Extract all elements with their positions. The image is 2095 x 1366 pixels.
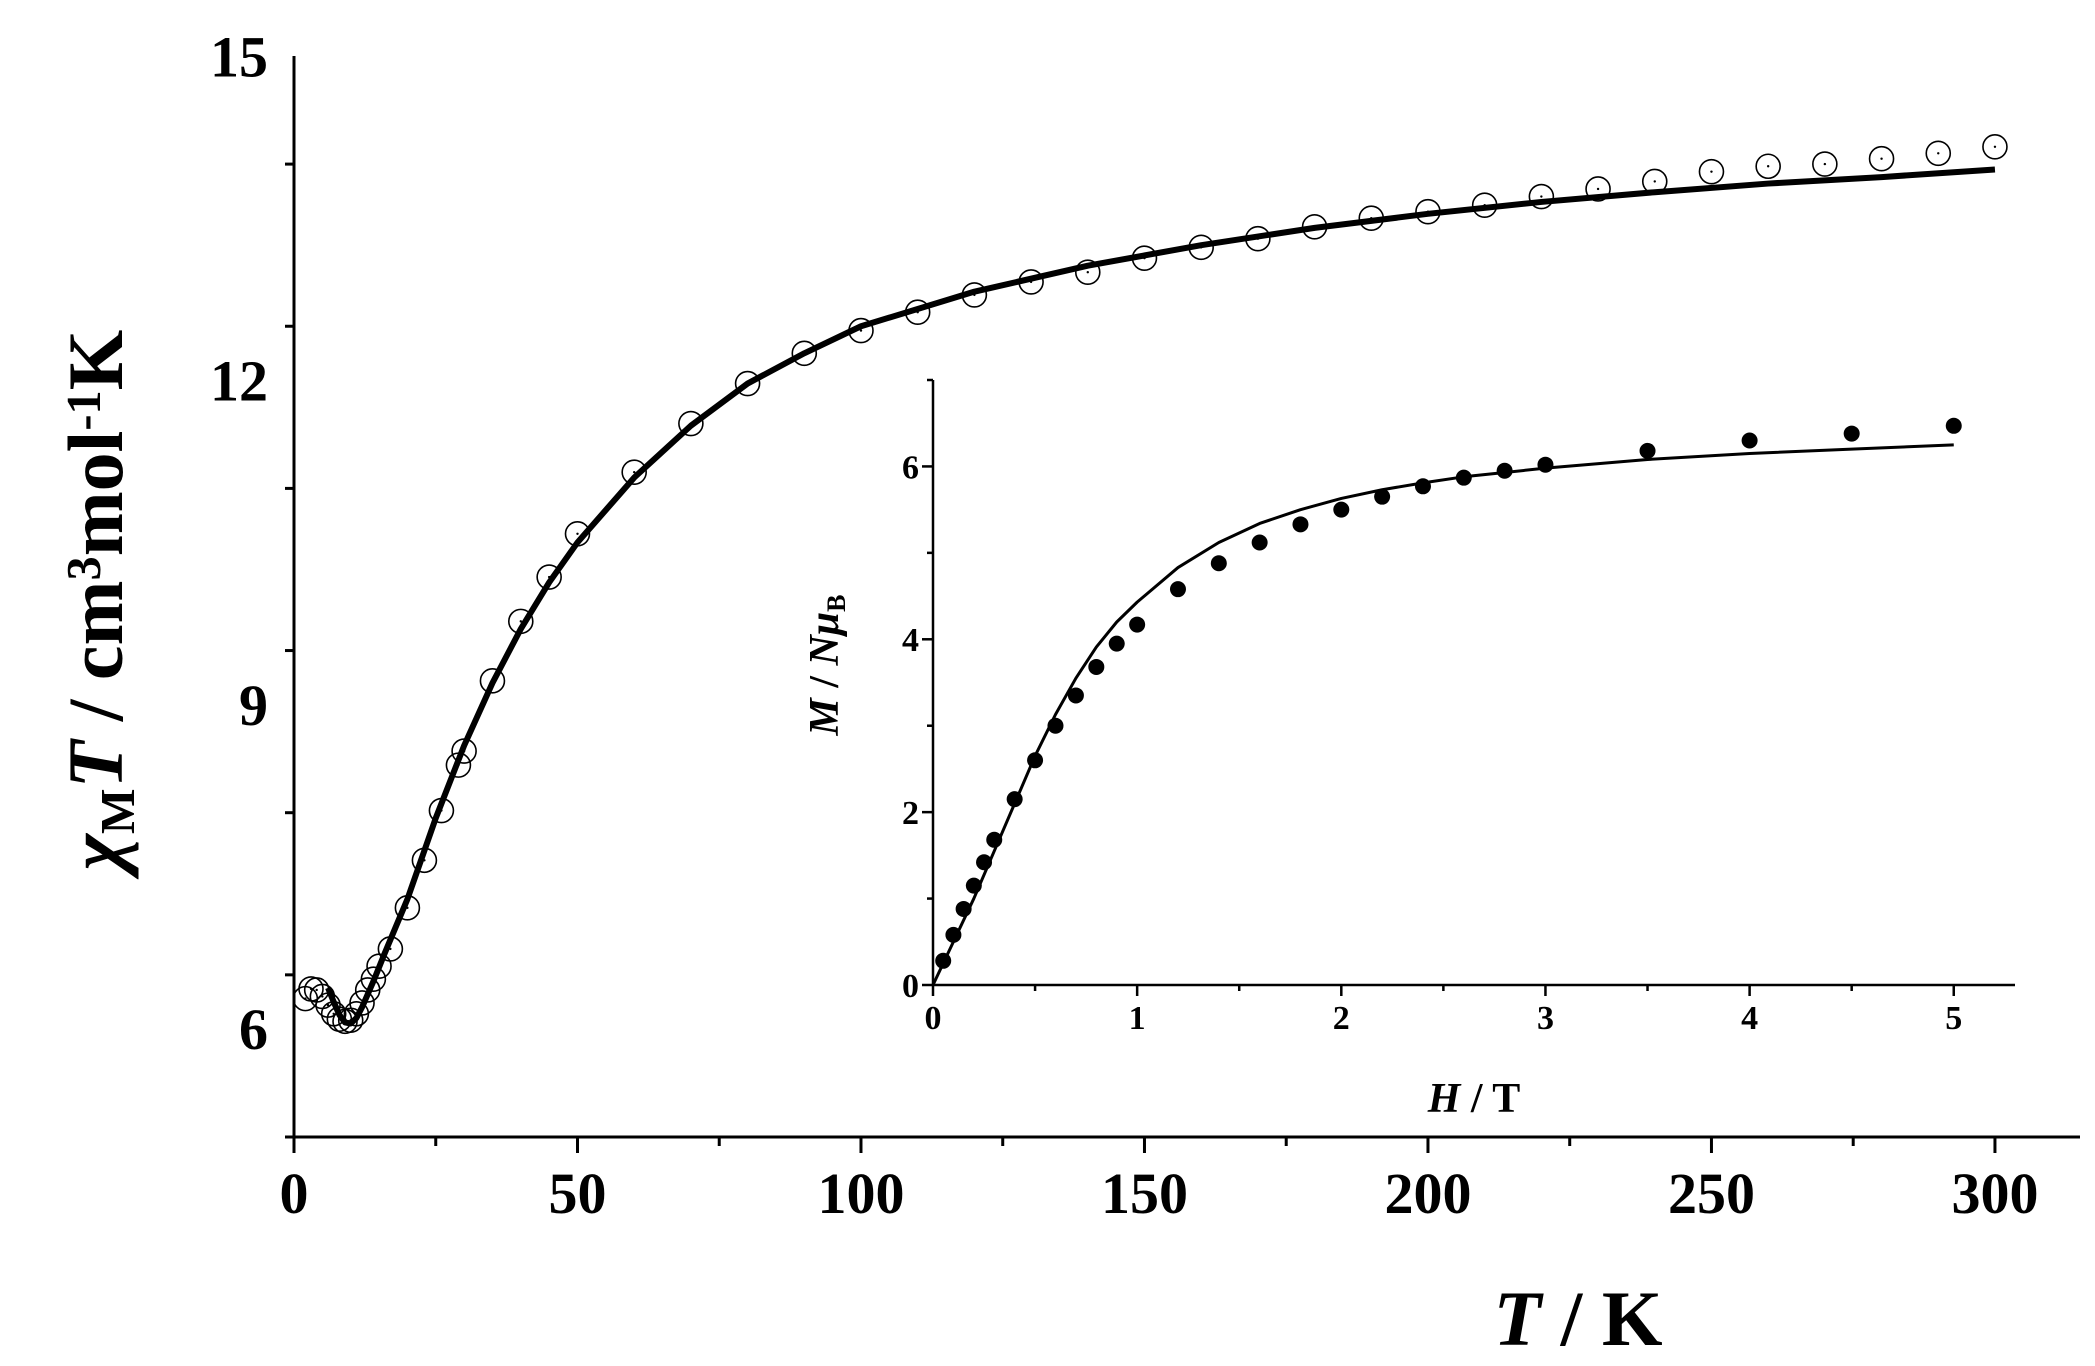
data-point bbox=[678, 410, 704, 437]
x-tick-label: 200 bbox=[1384, 1161, 1471, 1226]
label-part: M bbox=[802, 697, 848, 737]
x-tick-label: 1 bbox=[1129, 1000, 1146, 1037]
data-point-dot bbox=[1823, 162, 1827, 166]
data-point bbox=[1074, 259, 1101, 286]
x-tick-label: 300 bbox=[1951, 1161, 2038, 1226]
data-point-dot bbox=[1086, 271, 1089, 274]
data-point bbox=[1333, 501, 1350, 518]
y-tick-label: 15 bbox=[210, 24, 268, 89]
x-tick-label: 100 bbox=[817, 1161, 904, 1226]
label-part: -1 bbox=[58, 390, 111, 430]
data-point-dot bbox=[315, 988, 318, 992]
label-part: μ bbox=[802, 612, 848, 637]
data-point bbox=[1812, 151, 1838, 177]
data-point bbox=[791, 340, 818, 367]
data-point bbox=[1067, 687, 1084, 704]
data-point bbox=[1537, 456, 1554, 473]
fit-line bbox=[931, 443, 1954, 986]
data-point bbox=[1982, 134, 2008, 160]
label-part: mol bbox=[52, 431, 139, 557]
data-point bbox=[1528, 183, 1555, 210]
data-point bbox=[1210, 555, 1227, 572]
label-part: K bbox=[52, 329, 139, 390]
data-point-dot bbox=[1766, 165, 1770, 168]
y-tick-label: 6 bbox=[902, 449, 919, 486]
label-part: H bbox=[1427, 1076, 1462, 1122]
label-part: M bbox=[92, 788, 145, 834]
data-point bbox=[1108, 635, 1125, 652]
x-tick-label: 3 bbox=[1537, 1000, 1554, 1037]
label-part: / bbox=[802, 666, 848, 699]
inset-chart: 0 1 2 3 4 5 0 2 4 6 H / T M / NμB bbox=[802, 378, 2015, 1122]
data-point-dot bbox=[859, 329, 863, 332]
y-tick-label: 9 bbox=[239, 673, 268, 738]
data-point-dot bbox=[519, 620, 522, 623]
data-point bbox=[1496, 462, 1513, 479]
data-point bbox=[360, 966, 387, 992]
y-tick-label: 6 bbox=[239, 997, 268, 1062]
label-part: T bbox=[1494, 1275, 1545, 1362]
y-tick-label: 2 bbox=[902, 795, 919, 832]
data-point-dot bbox=[1596, 187, 1600, 191]
y-axis-title: M / NμB bbox=[802, 594, 851, 736]
data-point-dot bbox=[332, 1012, 335, 1015]
data-point-dot bbox=[326, 1003, 330, 1007]
data-point-dot bbox=[309, 987, 313, 991]
x-tick-label: 50 bbox=[548, 1161, 606, 1226]
data-point bbox=[1129, 616, 1146, 633]
y-tick-label: 0 bbox=[902, 968, 919, 1005]
label-part: / K bbox=[1541, 1275, 1663, 1362]
x-tick-label: 250 bbox=[1668, 1161, 1755, 1226]
data-point bbox=[1868, 145, 1895, 172]
label-part: N bbox=[802, 634, 848, 667]
data-point bbox=[1374, 488, 1391, 505]
data-point bbox=[1585, 176, 1611, 202]
data-point-dot bbox=[632, 470, 636, 474]
label-part: / T bbox=[1460, 1076, 1520, 1122]
x-tick-label: 150 bbox=[1101, 1161, 1188, 1226]
data-point bbox=[1741, 432, 1758, 449]
label-part: T bbox=[52, 737, 139, 788]
data-point-dot bbox=[1937, 152, 1940, 155]
data-point bbox=[1755, 153, 1781, 180]
x-axis-title: T / K bbox=[1494, 1275, 1663, 1362]
label-part: 3 bbox=[58, 556, 111, 580]
data-point bbox=[1698, 158, 1725, 185]
label-part: / cm bbox=[52, 580, 139, 740]
data-point bbox=[1639, 442, 1656, 459]
data-point bbox=[734, 370, 761, 397]
data-point bbox=[1925, 140, 1952, 167]
data-point bbox=[1088, 658, 1105, 675]
data-point bbox=[1843, 425, 1860, 442]
data-point bbox=[1945, 417, 1962, 434]
data-point-dot bbox=[321, 995, 324, 998]
data-point bbox=[349, 990, 375, 1016]
data-point-dot bbox=[1993, 145, 1997, 149]
data-point bbox=[479, 668, 506, 694]
data-point bbox=[621, 459, 647, 485]
x-axis-title: H / T bbox=[1427, 1076, 1521, 1122]
y-axis-title: χMT / cm3mol-1K bbox=[52, 329, 145, 879]
data-point-dot bbox=[1880, 157, 1883, 160]
data-point-dot bbox=[1653, 180, 1656, 183]
x-tick-label: 0 bbox=[925, 1000, 942, 1037]
y-tick-label: 4 bbox=[902, 622, 919, 659]
data-point bbox=[536, 564, 562, 590]
data-point bbox=[1292, 516, 1309, 533]
data-point bbox=[1251, 534, 1268, 551]
y-tick-label: 12 bbox=[210, 349, 268, 414]
data-point bbox=[1169, 581, 1186, 598]
x-tick-label: 5 bbox=[1945, 1000, 1962, 1037]
fit-line bbox=[325, 166, 1996, 1027]
x-tick-label: 2 bbox=[1333, 1000, 1350, 1037]
data-point-dot bbox=[576, 532, 579, 536]
x-tick-label: 4 bbox=[1741, 1000, 1758, 1037]
x-tick-label: 0 bbox=[280, 1161, 309, 1226]
data-point-dot bbox=[1540, 195, 1543, 198]
data-point-dot bbox=[1710, 170, 1713, 173]
label-part: χ bbox=[52, 832, 139, 879]
label-part: B bbox=[822, 594, 851, 611]
